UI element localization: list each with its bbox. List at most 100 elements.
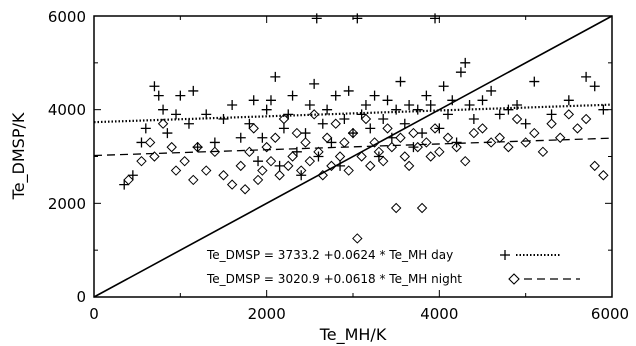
point-plus-65 (442, 109, 453, 120)
point-diamond-8 (188, 174, 199, 186)
point-plus-83 (598, 104, 609, 115)
legend-text-night: Te_DMSP = 3020.9 +0.0618 * Te_MH night (206, 272, 462, 286)
point-plus-16 (227, 99, 238, 110)
point-plus-54 (395, 76, 406, 87)
point-diamond-35 (326, 160, 337, 172)
point-diamond-44 (365, 160, 376, 172)
point-plus-47 (365, 123, 376, 134)
point-plus-66 (447, 95, 458, 106)
point-plus-48 (369, 90, 380, 101)
point-plus-61 (425, 99, 436, 110)
point-plus-3 (140, 123, 151, 134)
point-plus-11 (188, 85, 199, 96)
point-diamond-26 (287, 151, 298, 162)
point-diamond-55 (412, 141, 423, 153)
point-diamond-58 (425, 151, 436, 162)
point-diamond-5 (166, 141, 177, 153)
point-diamond-36 (330, 118, 341, 129)
point-plus-39 (330, 90, 341, 101)
point-plus-56 (404, 99, 415, 110)
point-diamond-45 (369, 137, 380, 148)
x-axis-title: Te_MH/K (319, 325, 387, 345)
point-diamond-27 (291, 127, 303, 139)
point-diamond-18 (252, 174, 264, 186)
point-diamond-77 (580, 113, 592, 125)
point-plus-70 (464, 99, 475, 110)
point-diamond-42 (356, 151, 367, 162)
point-diamond-79 (598, 170, 609, 181)
point-plus-32 (304, 99, 315, 110)
point-plus-58 (412, 104, 423, 115)
point-diamond-66 (485, 137, 497, 148)
point-plus-46 (360, 99, 371, 110)
point-diamond-54 (408, 127, 419, 139)
point-plus-5 (153, 90, 164, 101)
point-diamond-25 (283, 160, 294, 172)
point-plus-14 (209, 137, 220, 148)
point-diamond-12 (218, 170, 229, 181)
point-plus-52 (386, 132, 397, 143)
legend-marker-day-plus (500, 250, 510, 260)
point-plus-31 (300, 128, 311, 139)
x-tick-label-3: 6000 (591, 305, 629, 323)
point-diamond-9 (192, 141, 203, 153)
point-plus-81 (581, 71, 592, 82)
point-plus-43 (348, 128, 358, 139)
point-plus-72 (477, 95, 488, 106)
point-plus-19 (248, 95, 259, 106)
point-diamond-37 (334, 151, 346, 162)
point-plus-62 (430, 13, 441, 24)
point-plus-9 (175, 90, 186, 101)
point-diamond-11 (209, 146, 221, 158)
point-plus-40 (335, 160, 346, 171)
point-diamond-10 (201, 165, 212, 176)
point-diamond-65 (477, 123, 488, 134)
point-diamond-23 (274, 170, 285, 181)
x-tick-label-1: 2000 (248, 305, 286, 323)
point-diamond-62 (451, 141, 462, 153)
point-diamond-76 (572, 123, 583, 134)
fit-line-dotted (93, 103, 613, 124)
point-plus-15 (218, 114, 229, 125)
point-plus-77 (520, 118, 531, 129)
point-plus-59 (417, 128, 428, 139)
point-plus-0 (119, 179, 130, 190)
point-plus-24 (270, 71, 281, 82)
point-plus-8 (171, 109, 182, 120)
point-plus-68 (455, 67, 466, 78)
point-diamond-43 (360, 113, 372, 125)
point-plus-55 (399, 118, 410, 129)
point-diamond-48 (382, 123, 393, 134)
legend-marker-night-diamond (508, 273, 520, 285)
y-axis-title: Te_DMSP/K (9, 112, 29, 200)
point-diamond-61 (442, 132, 454, 143)
point-plus-27 (283, 109, 294, 120)
point-diamond-19 (257, 165, 268, 176)
point-plus-50 (378, 114, 389, 125)
point-diamond-22 (270, 132, 281, 143)
point-diamond-4 (157, 118, 169, 129)
y-tick-label-2: 4000 (48, 101, 86, 119)
point-diamond-52 (399, 151, 411, 162)
point-diamond-33 (317, 170, 328, 181)
point-plus-4 (149, 81, 160, 92)
point-diamond-7 (179, 155, 190, 167)
point-plus-82 (589, 81, 600, 92)
point-plus-17 (235, 132, 246, 143)
point-diamond-72 (537, 146, 549, 158)
point-plus-20 (253, 156, 264, 167)
point-diamond-39 (343, 165, 354, 176)
point-diamond-59 (429, 123, 441, 134)
point-diamond-71 (529, 127, 540, 139)
point-diamond-21 (265, 155, 277, 167)
point-diamond-53 (403, 160, 415, 172)
point-diamond-78 (589, 160, 600, 172)
point-diamond-47 (378, 155, 389, 167)
point-diamond-34 (321, 132, 333, 143)
point-diamond-57 (421, 137, 432, 148)
point-plus-53 (391, 104, 402, 115)
legend-text-day: Te_DMSP = 3733.2 +0.0624 * Te_MH day (206, 248, 453, 262)
point-diamond-41 (352, 233, 363, 244)
point-plus-74 (494, 109, 505, 120)
